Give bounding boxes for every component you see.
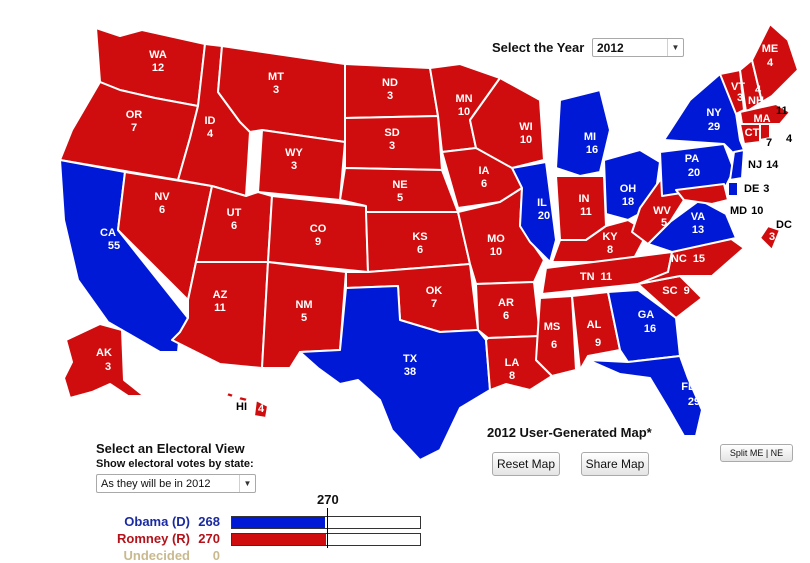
- label-de: DE 3: [744, 183, 769, 195]
- undecided-votes: 0: [212, 548, 220, 563]
- state-ma[interactable]: [739, 103, 791, 125]
- state-wy[interactable]: [257, 129, 346, 201]
- state-ak[interactable]: [63, 323, 145, 399]
- split-me-ne-button[interactable]: Split ME | NE: [720, 444, 793, 462]
- state-md[interactable]: [675, 183, 729, 205]
- year-select-value: 2012: [597, 41, 624, 55]
- year-label: Select the Year: [492, 40, 585, 55]
- label-nj: NJ 14: [748, 159, 779, 171]
- state-sd[interactable]: [344, 115, 443, 171]
- electoral-view-title: Select an Electoral View: [96, 441, 245, 456]
- threshold-label: 270: [317, 492, 339, 507]
- electoral-view-subtitle: Show electoral votes by state:: [96, 458, 254, 470]
- state-fl[interactable]: [587, 355, 703, 437]
- share-map-button[interactable]: Share Map: [581, 452, 649, 476]
- obama-progress-fill: [232, 517, 326, 528]
- obama-label: Obama (D): [124, 514, 190, 529]
- state-vt[interactable]: [719, 69, 745, 115]
- label-ri-ev: 4: [786, 133, 793, 145]
- state-tx[interactable]: [299, 285, 491, 461]
- state-de[interactable]: [727, 181, 739, 197]
- romney-votes: 270: [198, 531, 220, 546]
- undecided-label: Undecided: [123, 548, 190, 563]
- threshold-marker: [327, 508, 328, 548]
- obama-votes: 268: [198, 514, 220, 529]
- year-select[interactable]: 2012 ▼: [592, 38, 684, 57]
- state-me[interactable]: [751, 23, 799, 103]
- state-ms[interactable]: [535, 295, 577, 377]
- chevron-down-icon[interactable]: ▼: [239, 475, 255, 492]
- state-ct[interactable]: [739, 123, 761, 145]
- state-ny[interactable]: [663, 73, 745, 155]
- obama-progress-bar: [231, 516, 421, 529]
- romney-label: Romney (R): [117, 531, 190, 546]
- state-il[interactable]: [511, 161, 557, 263]
- state-mo[interactable]: [457, 187, 545, 285]
- state-dc[interactable]: [759, 225, 781, 251]
- state-ks[interactable]: [365, 211, 471, 273]
- state-nd[interactable]: [344, 63, 439, 119]
- romney-progress-fill: [232, 534, 326, 545]
- state-co[interactable]: [267, 195, 369, 273]
- label-ri: RI: [773, 125, 784, 137]
- state-hi-islet-2: [237, 395, 249, 403]
- state-ar[interactable]: [475, 281, 541, 339]
- electoral-view-value: As they will be in 2012: [101, 478, 211, 490]
- reset-map-button[interactable]: Reset Map: [492, 452, 560, 476]
- state-mi[interactable]: [555, 89, 611, 177]
- state-nj[interactable]: [729, 149, 745, 181]
- state-hi-islet-1: [225, 391, 235, 399]
- state-al[interactable]: [571, 291, 621, 371]
- label-md: MD 10: [730, 205, 763, 217]
- map-title: 2012 User-Generated Map*: [487, 425, 652, 440]
- chevron-down-icon[interactable]: ▼: [667, 39, 683, 56]
- electoral-view-select[interactable]: As they will be in 2012 ▼: [96, 474, 256, 493]
- state-hi[interactable]: [253, 399, 269, 419]
- state-wi[interactable]: [469, 77, 545, 169]
- state-ri[interactable]: [759, 123, 771, 141]
- romney-progress-bar: [231, 533, 421, 546]
